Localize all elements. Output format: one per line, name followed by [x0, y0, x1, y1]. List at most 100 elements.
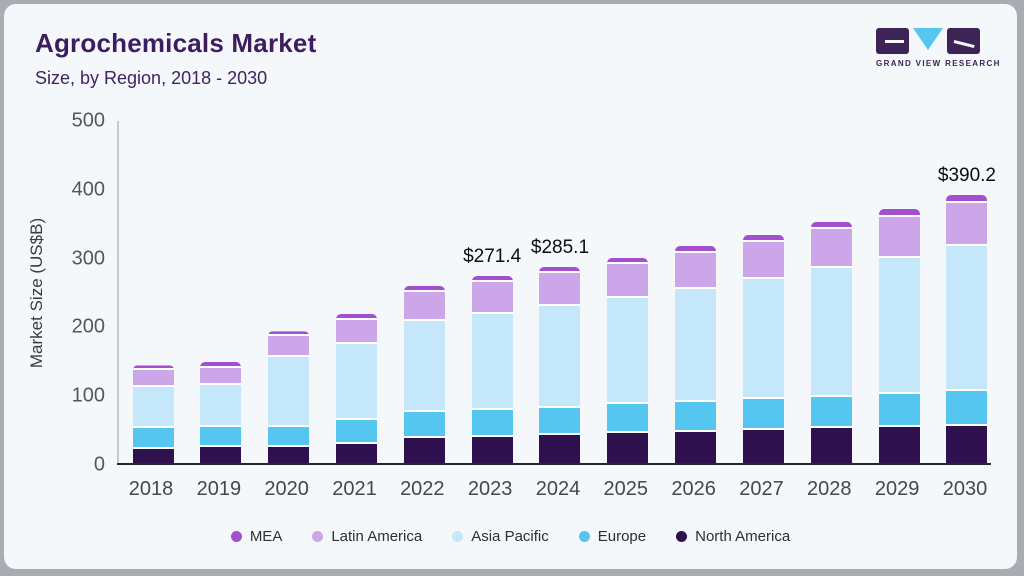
legend-item-europe: Europe — [578, 528, 646, 545]
bar-segment-mea — [268, 331, 310, 337]
bar-segment-europe — [878, 393, 920, 427]
x-tick-label-2019: 2019 — [196, 478, 242, 500]
bar-segment-asia-pacific — [675, 288, 717, 403]
bar-segment-asia-pacific — [742, 278, 784, 400]
x-axis-line — [117, 463, 991, 465]
bar-segment-mea — [403, 285, 445, 293]
bar-segment-mea — [878, 208, 920, 217]
y-tick-label: 200 — [71, 315, 105, 338]
stacked-bar-2020 — [268, 331, 310, 463]
y-axis-title: Market Size (US$B) — [27, 217, 46, 369]
bar-segment-europe — [132, 427, 174, 450]
bar-segment-north-america — [132, 449, 174, 463]
bar-segment-north-america — [539, 435, 581, 463]
bar-segment-asia-pacific — [539, 305, 581, 409]
bar-segment-asia-pacific — [403, 321, 445, 413]
y-tick-label: 0 — [93, 453, 105, 476]
bar-segment-latin-america — [403, 292, 445, 322]
stacked-bar-2018 — [132, 365, 174, 463]
bar-segment-mea — [607, 257, 649, 264]
logo-r-block-icon — [947, 28, 980, 54]
gvr-logo: GRAND VIEW RESEARCH — [876, 28, 1001, 68]
logo-v-triangle-icon — [913, 28, 943, 50]
bar-segment-mea — [200, 362, 242, 368]
stacked-bar-2026 — [675, 245, 717, 463]
bar-segment-north-america — [742, 429, 784, 463]
bar-segment-north-america — [878, 426, 920, 463]
legend-dot-icon — [312, 531, 324, 542]
y-tick-label: 400 — [71, 178, 105, 201]
x-tick-label-2020: 2020 — [264, 478, 309, 500]
bar-segment-europe — [268, 426, 310, 447]
bar-segment-latin-america — [675, 252, 717, 289]
page-subtitle: Size, by Region, 2018 - 2030 — [35, 68, 268, 88]
bar-segment-north-america — [675, 432, 717, 463]
bar-segment-asia-pacific — [268, 357, 310, 427]
x-tick-label-2026: 2026 — [671, 478, 716, 500]
bar-segment-asia-pacific — [200, 384, 242, 428]
x-tick-label-2027: 2027 — [739, 478, 784, 500]
plot-area: $271.4 $285.1 $390.2 — [117, 121, 996, 465]
bar-segment-latin-america — [878, 216, 920, 259]
bar-segment-latin-america — [607, 263, 649, 298]
bar-segment-asia-pacific — [471, 314, 513, 411]
total-value-label-2030: $390.2 — [937, 164, 997, 186]
bar-segment-latin-america — [810, 229, 852, 269]
page-title: Agrochemicals Market — [35, 28, 317, 58]
x-tick-label-2021: 2021 — [332, 478, 377, 500]
bar-segment-europe — [471, 410, 513, 437]
x-tick-label-2025: 2025 — [603, 478, 649, 500]
bar-segment-latin-america — [946, 202, 988, 246]
bar-segment-mea — [471, 276, 513, 283]
bar-segment-europe — [946, 391, 988, 426]
x-tick-label-2029: 2029 — [874, 478, 920, 500]
bar-segment-north-america — [607, 433, 649, 463]
bar-segment-latin-america — [268, 336, 310, 358]
x-tick-label-2018: 2018 — [128, 478, 174, 500]
stacked-bar-2029 — [878, 208, 920, 463]
total-value-label-2023: $271.4 — [463, 246, 522, 268]
bar-segment-latin-america — [742, 241, 784, 279]
bar-segment-north-america — [946, 425, 988, 463]
stacked-bar-2025 — [607, 257, 649, 463]
stacked-bar-2021 — [335, 314, 377, 463]
legend-label: MEA — [249, 528, 283, 545]
bar-segment-mea — [335, 314, 377, 320]
bar-segment-europe — [810, 396, 852, 428]
bar-segment-europe — [335, 420, 377, 445]
stacked-bar-2023 — [471, 276, 513, 463]
bar-segment-latin-america — [132, 370, 174, 388]
bar-segment-latin-america — [200, 367, 242, 385]
legend-item-mea: MEA — [230, 528, 283, 545]
bar-segment-asia-pacific — [335, 344, 377, 421]
x-tick-label-2024: 2024 — [535, 478, 581, 500]
bar-segment-europe — [403, 412, 445, 438]
y-tick-label: 300 — [71, 247, 105, 270]
legend-dot-icon — [676, 531, 688, 542]
bar-segment-north-america — [810, 427, 852, 463]
bar-segment-mea — [742, 235, 784, 242]
bar-segment-latin-america — [471, 282, 513, 315]
bar-segment-north-america — [403, 437, 445, 463]
stacked-bar-2022 — [403, 285, 445, 463]
legend-dot-icon — [230, 531, 242, 542]
bar-segment-mea — [810, 222, 852, 230]
x-tick-label-2028: 2028 — [807, 478, 852, 500]
bar-segment-asia-pacific — [132, 387, 174, 428]
gvr-logo-mark — [876, 28, 980, 55]
bar-segment-north-america — [471, 436, 513, 463]
legend-item-latin-america: Latin America — [312, 528, 422, 545]
chart-header: Agrochemicals Market Size, by Region, 20… — [35, 28, 316, 89]
report-card: Agrochemicals Market Size, by Region, 20… — [4, 4, 1017, 569]
bar-segment-asia-pacific — [878, 258, 920, 394]
legend-item-north-america: North America — [676, 528, 790, 545]
logo-brand-text: GRAND VIEW RESEARCH — [876, 59, 1001, 68]
legend-item-asia-pacific: Asia Pacific — [452, 528, 549, 545]
bar-segment-north-america — [335, 444, 377, 463]
bar-segment-asia-pacific — [607, 297, 649, 404]
bar-segment-asia-pacific — [946, 245, 988, 392]
chart-legend: MEA Latin America Asia Pacific Europe North … — [4, 528, 1017, 545]
legend-label: Latin America — [331, 528, 423, 545]
y-tick-label: 500 — [71, 109, 105, 132]
bar-segment-mea — [675, 245, 717, 253]
